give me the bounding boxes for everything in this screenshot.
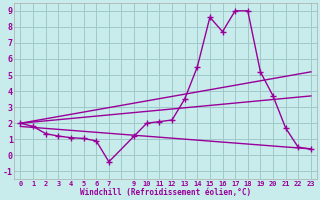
X-axis label: Windchill (Refroidissement éolien,°C): Windchill (Refroidissement éolien,°C) [80,188,251,197]
